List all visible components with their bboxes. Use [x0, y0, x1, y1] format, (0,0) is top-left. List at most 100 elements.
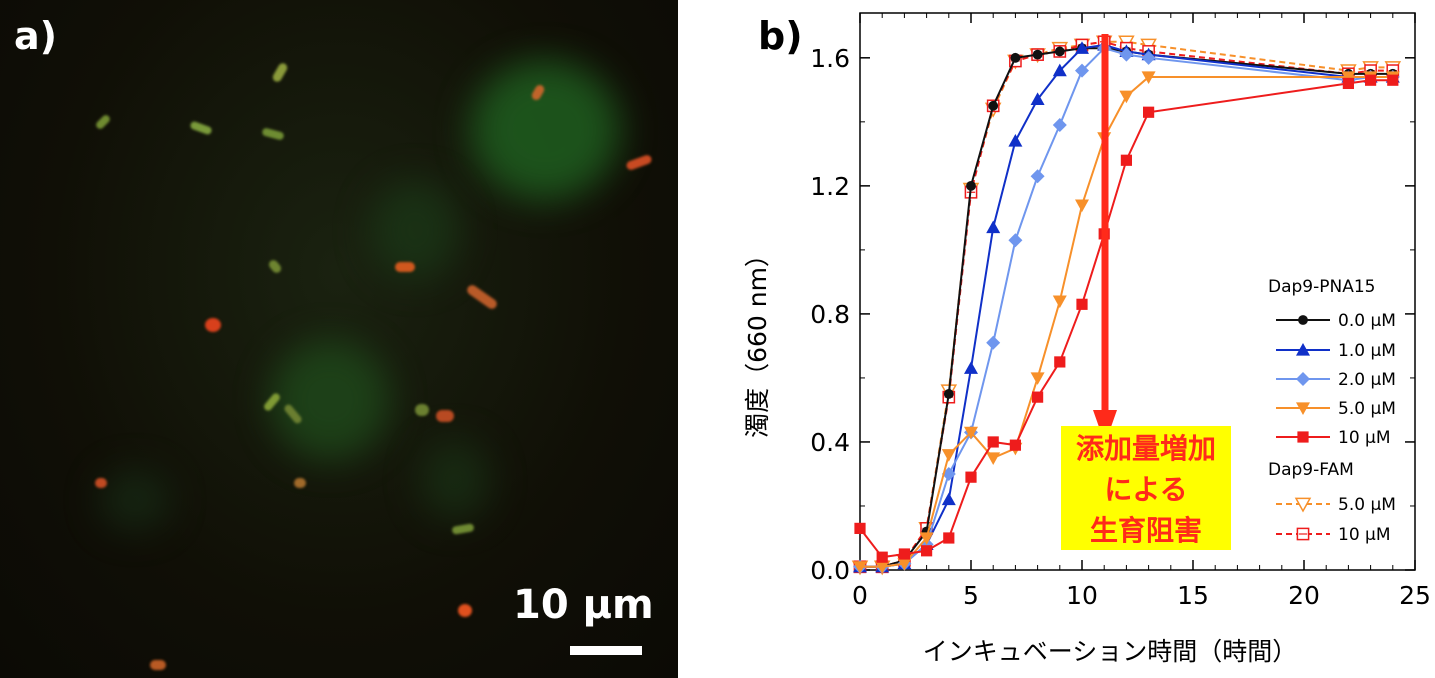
- data-point: [1008, 233, 1023, 248]
- data-point: [986, 220, 1001, 234]
- x-tick-label: 25: [1399, 581, 1431, 610]
- legend-item: 5.0 μM: [1276, 495, 1396, 515]
- background-glow: [100, 470, 170, 530]
- data-point: [1054, 46, 1065, 57]
- bacterium: [189, 120, 213, 136]
- data-point: [941, 466, 956, 481]
- data-point: [1120, 154, 1132, 166]
- scale-bar-label: 10 μm: [513, 582, 654, 628]
- data-point: [988, 100, 999, 111]
- data-point: [1294, 497, 1312, 513]
- data-point: [986, 452, 1001, 465]
- bacterium: [205, 318, 221, 332]
- x-tick-label: 20: [1288, 581, 1320, 610]
- legend-item: 1.0 μM: [1276, 341, 1396, 361]
- bacterium: [95, 478, 107, 488]
- data-point: [1052, 295, 1067, 309]
- x-axis-label: インキュベーション時間（時間）: [923, 637, 1298, 666]
- background-glow: [270, 340, 390, 460]
- data-point: [1030, 169, 1045, 184]
- data-point: [1298, 315, 1308, 325]
- data-point: [1119, 47, 1134, 62]
- bacterium: [395, 262, 415, 272]
- data-point: [941, 492, 956, 506]
- data-point: [1387, 74, 1399, 86]
- data-point: [875, 561, 890, 574]
- panel-b-label: b): [758, 14, 803, 58]
- data-point: [966, 180, 976, 191]
- legend-label: 2.0 μM: [1338, 370, 1396, 390]
- annotation-line-2: による: [1104, 473, 1187, 506]
- x-tick-label: 5: [963, 581, 979, 610]
- data-point: [964, 361, 978, 374]
- data-point: [1141, 71, 1156, 85]
- y-tick-label: 1.2: [810, 172, 850, 201]
- data-point: [1075, 199, 1089, 213]
- data-point: [853, 561, 867, 574]
- legend-label: 0.0 μM: [1338, 311, 1396, 331]
- legend-item: 10 μM: [1276, 428, 1391, 448]
- data-point: [1296, 343, 1310, 356]
- bacterium: [625, 153, 653, 172]
- data-point: [1052, 63, 1067, 77]
- data-point: [1030, 372, 1045, 385]
- data-point: [1009, 439, 1021, 451]
- data-point: [943, 532, 955, 544]
- legend-title-pna: Dap9-PNA15: [1268, 277, 1375, 297]
- data-point: [1119, 90, 1134, 104]
- panel-a-label: a): [14, 14, 58, 58]
- y-tick-label: 0.0: [810, 556, 850, 585]
- data-point: [919, 532, 934, 545]
- bacterium: [261, 127, 285, 141]
- bacterium: [271, 61, 289, 84]
- data-point: [1032, 391, 1044, 403]
- data-point: [941, 449, 956, 462]
- data-point: [1296, 527, 1310, 541]
- legend-item: 5.0 μM: [1276, 399, 1396, 419]
- data-point: [1297, 431, 1309, 443]
- legend-label: 5.0 μM: [1338, 495, 1396, 515]
- data-point: [1075, 63, 1089, 78]
- data-point: [1296, 372, 1310, 386]
- data-point: [987, 436, 999, 448]
- plot-frame: [859, 12, 1416, 571]
- legend-title-fam: Dap9-FAM: [1268, 460, 1354, 480]
- data-point: [854, 522, 866, 534]
- legend: Dap9-PNA15 0.0 μM 1.0 μM 2.0 μM 5.0 μM 10 μM…: [1268, 277, 1396, 545]
- growth-chart: 0 5 10 15 20 25 0.0 0.4 0.8 1.2 1.6 添加量増加 による 生育阻害…: [743, 12, 1431, 666]
- data-point: [1296, 402, 1310, 415]
- bacterium: [451, 523, 475, 535]
- bacterium: [415, 404, 429, 416]
- data-point: [1143, 106, 1155, 118]
- y-tick-label: 1.6: [810, 44, 850, 73]
- bacterium: [436, 410, 454, 422]
- background-glow: [470, 60, 620, 200]
- legend-item: 0.0 μM: [1276, 311, 1396, 331]
- data-point: [898, 548, 910, 560]
- data-point: [1365, 74, 1377, 86]
- data-point: [1010, 52, 1021, 63]
- y-tick-label: 0.8: [810, 300, 850, 329]
- x-tick-label: 0: [852, 581, 868, 610]
- data-point: [1075, 41, 1089, 54]
- x-tick-label: 10: [1066, 581, 1098, 610]
- data-point: [1054, 356, 1066, 368]
- y-tick-label: 0.4: [810, 428, 850, 457]
- legend-label: 5.0 μM: [1338, 399, 1396, 419]
- annotation-box: [1061, 426, 1231, 550]
- micrograph: a) 10 μm: [0, 0, 678, 678]
- bacterium: [458, 604, 472, 617]
- background-glow: [370, 180, 460, 280]
- legend-label: 10 μM: [1338, 428, 1391, 448]
- data-point: [1030, 92, 1045, 106]
- background-glow: [420, 440, 490, 520]
- scale-bar: [570, 646, 642, 655]
- bacterium: [94, 113, 112, 131]
- chart-series: [851, 35, 1402, 576]
- data-point: [1342, 77, 1354, 90]
- legend-label: 10 μM: [1338, 525, 1391, 545]
- data-point: [943, 389, 954, 399]
- data-point: [964, 426, 978, 440]
- data-point: [897, 557, 912, 571]
- data-point: [1008, 134, 1023, 147]
